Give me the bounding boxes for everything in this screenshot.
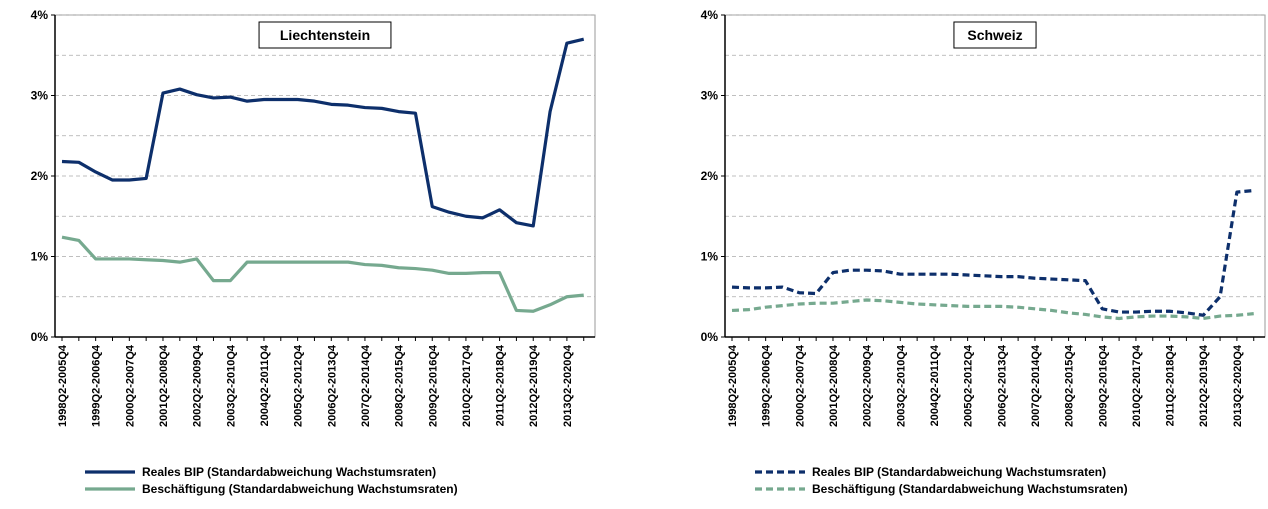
x-tick-label: 2000Q2-2007Q4: [124, 344, 136, 427]
x-tick-label: 2010Q2-2017Q4: [1131, 344, 1143, 427]
x-tick-label: 2005Q2-2012Q4: [963, 344, 975, 427]
x-tick-label: 2005Q2-2012Q4: [293, 344, 305, 427]
x-tick-label: 2002Q2-2009Q4: [192, 344, 204, 427]
series-line: [731, 188, 1254, 317]
title-box: [258, 21, 392, 49]
x-tick-label: 2003Q2-2010Q4: [895, 344, 907, 427]
x-tick-label: 2004Q2-2011Q4: [259, 344, 271, 426]
x-tick-label: 2000Q2-2007Q4: [794, 344, 806, 427]
x-tick-label: 2001Q2-2008Q4: [158, 344, 170, 427]
x-tick-label: 2003Q2-2010Q4: [225, 344, 237, 427]
series-line: [61, 235, 584, 313]
x-tick-label: 2009Q2-2016Q4: [1097, 344, 1109, 427]
y-tick-label: 4%: [701, 8, 719, 22]
x-tick-label: 2008Q2-2015Q4: [1064, 344, 1076, 427]
x-tick-label: 2007Q2-2014Q4: [1030, 344, 1042, 427]
x-tick-label: 2006Q2-2013Q4: [326, 344, 338, 427]
x-tick-label: 2010Q2-2017Q4: [461, 344, 473, 427]
x-tick-label: 2002Q2-2009Q4: [862, 344, 874, 427]
x-tick-label: 2006Q2-2013Q4: [996, 344, 1008, 427]
x-tick-label: 2013Q2-2020Q4: [1232, 344, 1244, 427]
legend-label: Beschäftigung (Standardabweichung Wachst…: [812, 482, 1128, 496]
x-tick-label: 2008Q2-2015Q4: [394, 344, 406, 427]
x-tick-label: 2009Q2-2016Q4: [427, 344, 439, 427]
x-tick-label: 2011Q2-2018Q4: [495, 344, 507, 426]
y-tick-label: 2%: [31, 169, 49, 183]
chart-panel: 0% 1% 2% 3% 4% 1998Q2-2005Q4 1999Q2-2006Q4 2000…: [31, 8, 596, 496]
x-tick-label: 1998Q2-2005Q4: [727, 344, 739, 427]
x-tick-label: 2012Q2-2019Q4: [528, 344, 540, 427]
series-line: [61, 37, 585, 228]
chart-panel: 0% 1% 2% 3% 4% 1998Q2-2005Q4 1999Q2-2006Q4 2000…: [701, 8, 1266, 496]
x-tick-label: 2013Q2-2020Q4: [562, 344, 574, 427]
y-tick-label: 4%: [31, 8, 49, 22]
x-tick-label: 1998Q2-2005Q4: [57, 344, 69, 427]
chart-title: Schweiz: [967, 27, 1022, 43]
y-tick-label: 2%: [701, 169, 719, 183]
x-tick-label: 2012Q2-2019Q4: [1198, 344, 1210, 427]
y-tick-label: 0%: [31, 330, 49, 344]
chart-title: Liechtenstein: [280, 27, 370, 43]
title-box: [953, 21, 1037, 49]
legend-label: Reales BIP (Standardabweichung Wachstums…: [142, 465, 436, 479]
x-tick-label: 1999Q2-2006Q4: [91, 344, 103, 427]
x-tick-label: 1999Q2-2006Q4: [761, 344, 773, 427]
legend-label: Beschäftigung (Standardabweichung Wachst…: [142, 482, 458, 496]
y-tick-label: 1%: [31, 250, 49, 264]
legend-label: Reales BIP (Standardabweichung Wachstums…: [812, 465, 1106, 479]
x-tick-label: 2011Q2-2018Q4: [1165, 344, 1177, 426]
y-tick-label: 1%: [701, 250, 719, 264]
y-tick-label: 3%: [31, 89, 49, 103]
x-tick-label: 2007Q2-2014Q4: [360, 344, 372, 427]
x-tick-label: 2004Q2-2011Q4: [929, 344, 941, 426]
y-tick-label: 0%: [701, 330, 719, 344]
y-tick-label: 3%: [701, 89, 719, 103]
x-tick-label: 2001Q2-2008Q4: [828, 344, 840, 427]
